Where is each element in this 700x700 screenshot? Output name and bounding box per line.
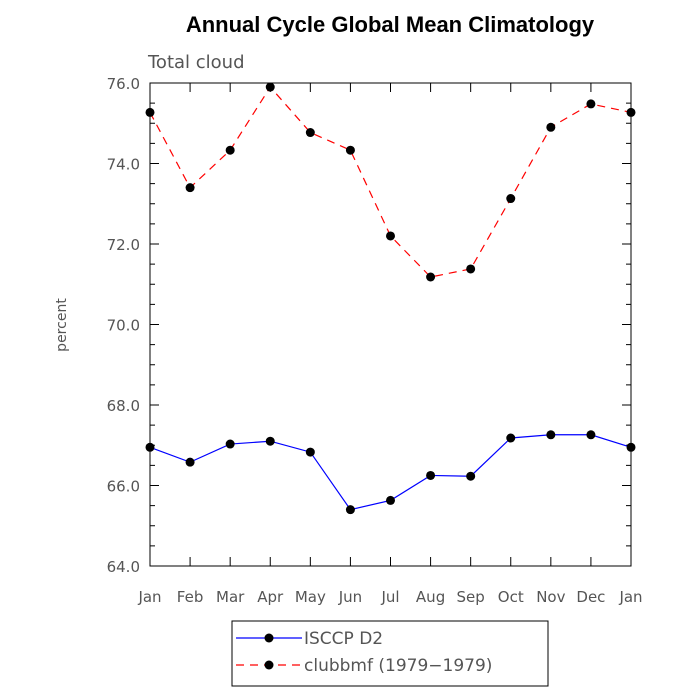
y-tick-label: 72.0	[107, 236, 140, 254]
x-tick-label: May	[295, 588, 326, 606]
x-tick-label: Dec	[576, 588, 605, 606]
data-point	[626, 107, 636, 117]
data-point	[506, 433, 516, 443]
data-point	[546, 430, 556, 440]
data-point	[426, 470, 436, 480]
data-point	[546, 122, 556, 132]
chart-subtitle: Total cloud	[147, 52, 245, 73]
legend-marker	[264, 633, 274, 643]
data-point	[466, 264, 476, 274]
x-tick-label: Nov	[536, 588, 565, 606]
data-point	[145, 107, 155, 117]
series-line	[149, 86, 632, 278]
data-point	[265, 436, 275, 446]
x-tick-label: Jan	[137, 588, 161, 606]
y-tick-label: 74.0	[107, 156, 140, 174]
data-point	[345, 145, 355, 155]
legend-marker	[264, 660, 274, 670]
x-tick-label: Jun	[338, 588, 362, 606]
data-point	[386, 231, 395, 241]
x-tick-label: Apr	[257, 588, 284, 606]
x-tick-label: Aug	[416, 588, 445, 606]
y-tick-label: 70.0	[107, 317, 140, 335]
y-tick-label: 66.0	[107, 478, 140, 496]
data-point	[586, 99, 596, 109]
x-tick-label: Jul	[380, 588, 399, 606]
legend-label: ISCCP D2	[304, 629, 383, 649]
y-tick-label: 64.0	[107, 558, 140, 576]
data-point	[225, 439, 235, 449]
y-tick-label: 76.0	[107, 75, 140, 93]
x-tick-label: Oct	[498, 588, 524, 606]
series-2	[145, 82, 636, 282]
data-point	[185, 457, 195, 467]
axes: 64.0 66.0 68.0 70.0 72.0 74.0 76.0 Jan Feb Mar Apr…	[107, 75, 643, 606]
legend-box	[231, 620, 549, 687]
data-point	[586, 430, 596, 440]
plot-frame	[149, 82, 632, 567]
data-point	[145, 442, 155, 452]
data-point	[225, 145, 235, 155]
data-point	[466, 471, 476, 481]
legend: ISCCP D2 clubbmf (1979−1979)	[231, 620, 549, 687]
chart-title: Annual Cycle Global Mean Climatology	[186, 12, 595, 37]
x-tick-label: Sep	[457, 588, 485, 606]
series-layer	[145, 82, 636, 515]
data-point	[265, 82, 275, 92]
data-point	[185, 183, 195, 193]
data-point	[305, 447, 315, 457]
x-tick-label: Jan	[618, 588, 642, 606]
legend-label: clubbmf (1979−1979)	[304, 656, 492, 676]
data-point	[626, 442, 636, 452]
y-axis-label: percent	[54, 298, 70, 352]
data-point	[386, 495, 395, 505]
x-tick-label: Mar	[216, 588, 245, 606]
y-tick-label: 68.0	[107, 397, 140, 415]
data-point	[345, 505, 355, 515]
x-tick-label: Feb	[177, 588, 204, 606]
data-point	[426, 272, 436, 282]
series-1	[145, 430, 636, 515]
data-point	[506, 194, 516, 204]
data-point	[305, 128, 315, 138]
